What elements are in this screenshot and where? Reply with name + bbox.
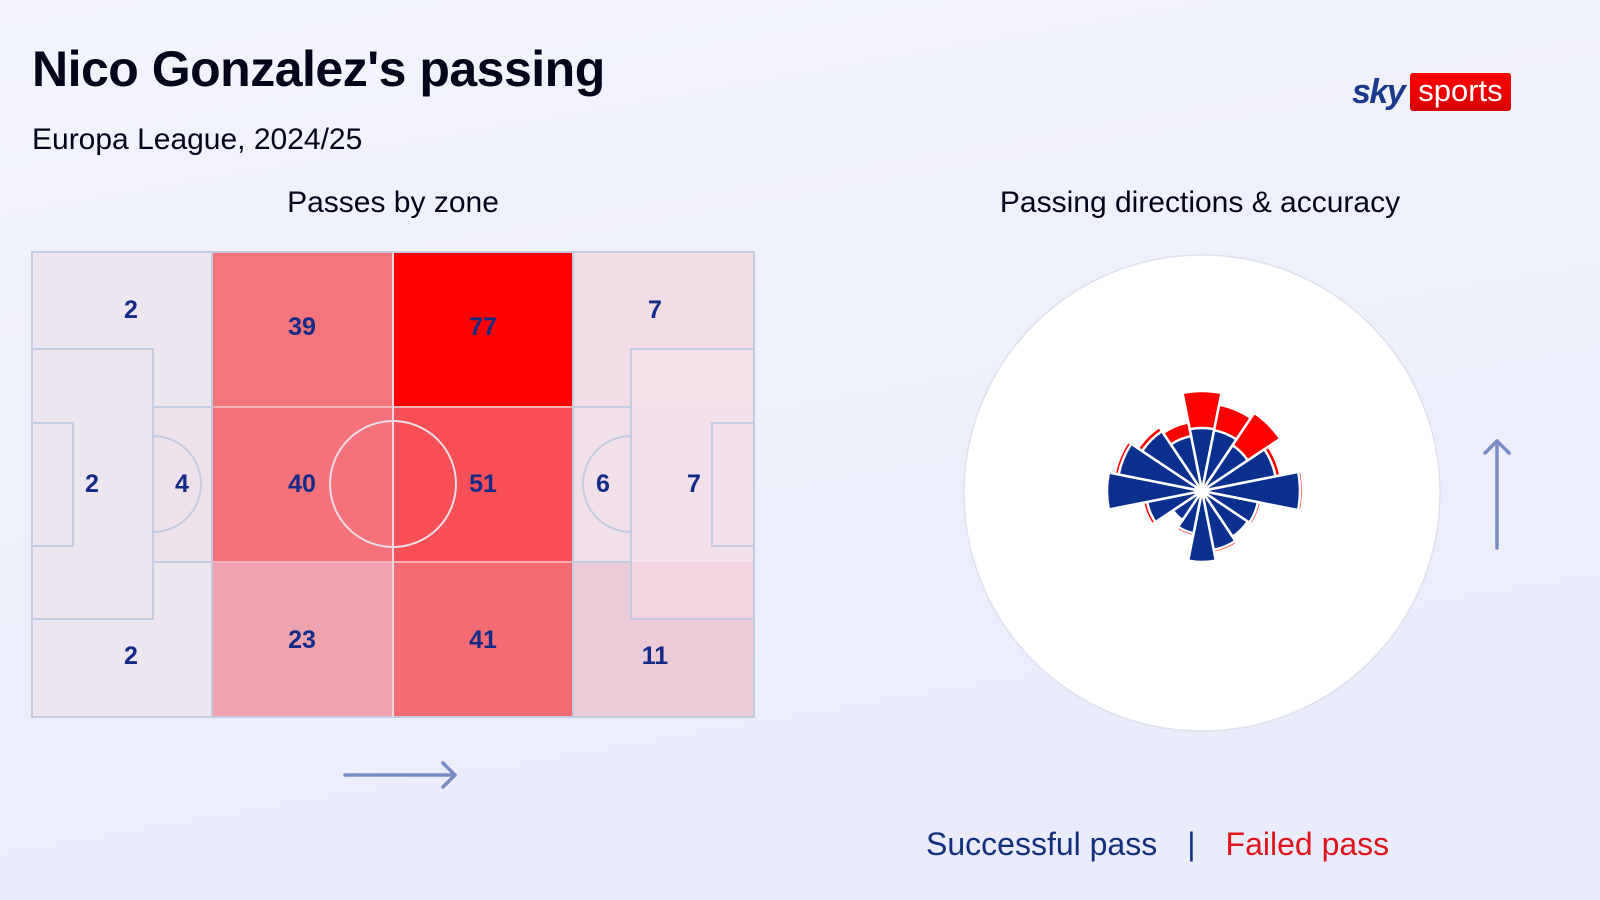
zone-mid-att-bottom [393, 562, 573, 717]
zone-value: 4 [175, 470, 189, 498]
sky-sports-logo: sky sports [1352, 73, 1511, 111]
zone-att-wide-bottom [573, 562, 754, 717]
rose-successful-W [1105, 470, 1203, 512]
zone-mid-def-bottom [212, 562, 393, 717]
zone-value: 2 [85, 470, 99, 498]
rose-successful-E [1201, 470, 1302, 512]
page-title: Nico Gonzalez's passing [32, 41, 605, 97]
zone-chart-title: Passes by zone [287, 186, 499, 219]
zone-att-wide-top [573, 252, 754, 407]
center-circle [329, 420, 457, 548]
logo-sky-text: sky [1352, 73, 1406, 111]
zone-value: 7 [648, 296, 662, 324]
legend: Successful pass | Failed pass [926, 826, 1389, 863]
rose-sectors [1105, 389, 1305, 564]
rose-hub [1198, 487, 1206, 495]
zone-mid-att-top [393, 252, 573, 407]
direction-arrow-up-icon [1483, 439, 1511, 550]
zone-value: 39 [288, 313, 316, 341]
legend-successful: Successful pass [926, 826, 1158, 862]
pitch-markings [31, 251, 755, 718]
legend-failed: Failed pass [1225, 826, 1390, 862]
pitch-zones [32, 252, 754, 717]
zone-value: 2 [124, 296, 138, 324]
zone-value: 51 [469, 470, 497, 498]
direction-arrow-right-icon [343, 761, 457, 789]
zone-mid-def-top [212, 252, 393, 407]
zone-value: 11 [642, 642, 669, 670]
zone-mid-att-center [393, 407, 573, 562]
page-subtitle: Europa League, 2024/25 [32, 123, 363, 156]
left-six-yard-box [31, 422, 74, 547]
rose-successful-WNW [1117, 442, 1203, 493]
zone-value: 7 [687, 470, 701, 498]
right-six-yard-box [711, 422, 755, 547]
zone-value: 6 [596, 470, 610, 498]
left-penalty-arc [152, 435, 202, 533]
logo-sports-badge: sports [1410, 73, 1511, 111]
zone-value: 41 [469, 626, 497, 654]
zone-value: 2 [124, 642, 138, 670]
rose-successful-S [1186, 490, 1218, 564]
rose-chart-title: Passing directions & accuracy [999, 186, 1401, 219]
zone-def-left-wide-top [32, 252, 212, 407]
zone-value: 23 [288, 626, 316, 654]
zone-def-left-wide-bottom [32, 562, 212, 717]
legend-separator: | [1187, 826, 1196, 862]
zone-def-box-edge [153, 407, 212, 562]
right-penalty-arc [582, 435, 632, 533]
rose-successful-NW [1140, 429, 1204, 493]
zone-value: 40 [288, 470, 316, 498]
zone-mid-def-center [212, 407, 393, 562]
zone-values: 2 2 4 2 39 40 23 77 51 41 7 6 7 11 [85, 296, 701, 670]
zone-value: 77 [469, 313, 497, 341]
right-penalty-box [630, 348, 755, 620]
rose-successful-NNW [1169, 434, 1204, 492]
